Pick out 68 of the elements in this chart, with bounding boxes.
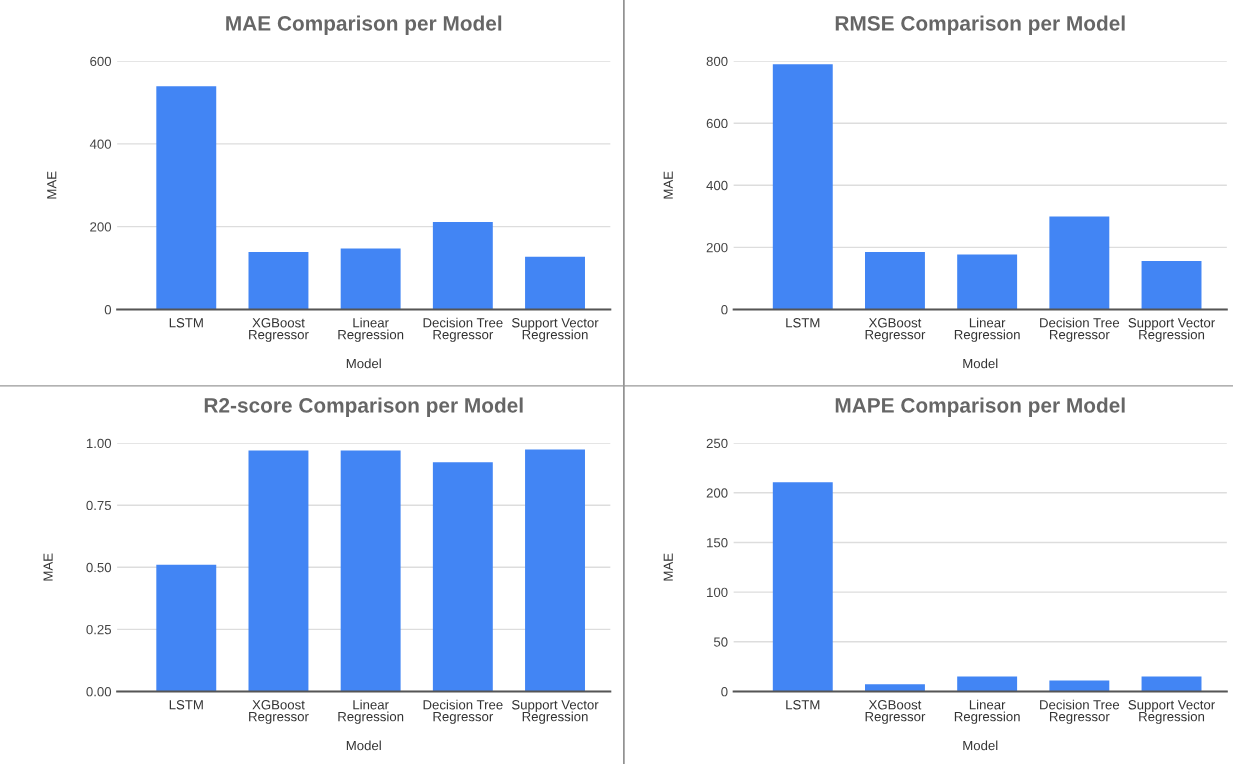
- x-tick-label: Support Vector Regression: [1128, 700, 1215, 724]
- y-tick-label: 0: [721, 304, 728, 315]
- bar: [525, 256, 585, 310]
- y-tick-label: 250: [706, 438, 728, 449]
- x-tick-label: Linear Regression: [954, 317, 1020, 342]
- bar: [340, 248, 401, 310]
- y-tick-label: 100: [707, 587, 728, 598]
- chart-title: RMSE Comparison per Model: [835, 15, 1125, 35]
- bar: [156, 86, 217, 310]
- x-tick-label: Linear Regression: [338, 699, 404, 724]
- y-tick-label: 0: [104, 304, 112, 315]
- x-tick-label: XGBoost Regressor: [865, 700, 926, 724]
- y-tick-label: 400: [89, 139, 112, 149]
- x-tick-label: Support Vector Regression: [511, 700, 599, 724]
- x-tick-label: XGBoost Regressor: [249, 318, 309, 342]
- x-tick-label: Decision Tree Regressor: [423, 699, 503, 724]
- y-tick-label: 200: [90, 222, 112, 232]
- y-tick-label: 1.00: [86, 438, 112, 449]
- y-tick-label: 0.50: [86, 562, 112, 573]
- x-axis-title: Model: [963, 740, 998, 751]
- bar: [1049, 216, 1110, 310]
- x-tick-label: Linear Regression: [954, 699, 1020, 724]
- bar: [525, 449, 585, 692]
- x-tick-label: Decision Tree Regressor: [423, 317, 503, 342]
- bar: [772, 64, 833, 310]
- x-tick-label: LSTM: [169, 318, 203, 328]
- x-tick-label: Decision Tree Regressor: [1040, 699, 1120, 724]
- x-tick-label: XGBoost Regressor: [865, 318, 926, 342]
- x-tick-label: LSTM: [169, 700, 203, 710]
- x-axis-title: Model: [346, 740, 381, 751]
- y-tick-label: 200: [706, 242, 728, 253]
- y-tick-label: 0.00: [86, 686, 112, 697]
- y-tick-label: 200: [706, 488, 728, 498]
- y-tick-label: 400: [706, 180, 728, 191]
- bar: [432, 222, 493, 310]
- bar: [772, 482, 833, 692]
- x-axis-title: Model: [963, 358, 998, 369]
- x-tick-label: Support Vector Regression: [511, 318, 599, 342]
- y-tick-label: 600: [90, 56, 112, 67]
- y-axis-title: MAE: [663, 553, 673, 581]
- x-tick-label: LSTM: [786, 700, 820, 710]
- y-axis-title: MAE: [663, 171, 673, 199]
- y-tick-label: 50: [713, 637, 728, 647]
- x-tick-label: LSTM: [786, 318, 820, 328]
- x-tick-label: Linear Regression: [338, 317, 404, 342]
- x-tick-label: Support Vector Regression: [1128, 318, 1215, 342]
- x-tick-label: XGBoost Regressor: [249, 700, 309, 724]
- bar: [957, 254, 1018, 310]
- bar: [340, 450, 401, 692]
- chart-title: R2-score Comparison per Model: [204, 397, 523, 417]
- bar: [156, 564, 217, 692]
- bar: [865, 252, 925, 310]
- y-tick-label: 0.75: [86, 500, 112, 511]
- y-tick-label: 0.25: [86, 624, 112, 635]
- x-axis-title: Model: [346, 358, 381, 369]
- bar: [248, 251, 309, 310]
- bar: [1141, 261, 1202, 310]
- y-tick-label: 800: [706, 56, 728, 67]
- y-tick-label: 0: [721, 686, 728, 697]
- chart-title: MAPE Comparison per Model: [835, 397, 1125, 417]
- y-tick-label: 600: [706, 118, 728, 129]
- bar: [248, 450, 309, 692]
- chart-title: MAE Comparison per Model: [226, 15, 502, 35]
- y-axis-title: MAE: [43, 553, 53, 581]
- bar: [432, 462, 493, 692]
- y-axis-title: MAE: [47, 171, 57, 199]
- x-tick-label: Decision Tree Regressor: [1040, 317, 1120, 342]
- y-tick-label: 150: [707, 538, 728, 548]
